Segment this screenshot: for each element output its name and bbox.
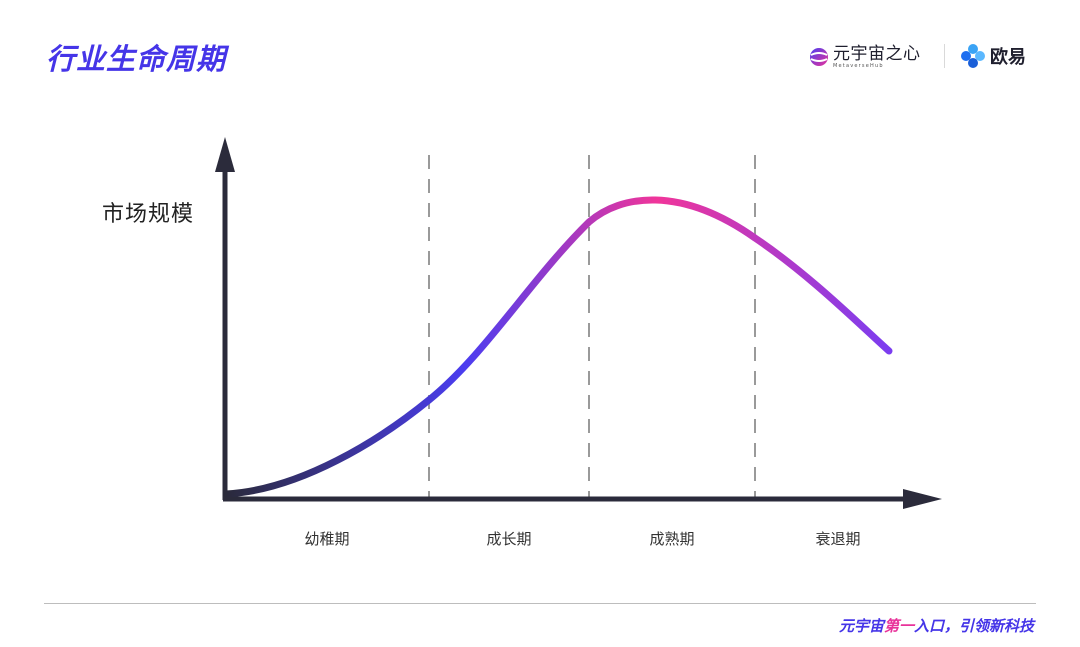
life-cycle-curve <box>222 196 893 498</box>
okx-name: 欧易 <box>990 47 1026 68</box>
stage-label-infancy: 幼稚期 <box>304 530 350 548</box>
metaverse-hub-name: 元宇宙之心 <box>833 43 921 64</box>
footer-divider <box>44 603 1036 604</box>
footer-slogan: 元宇宙第一入口，引领新科技 <box>839 615 1034 636</box>
metaverse-hub-logo: 元宇宙之心 MetaverseHub <box>808 42 921 72</box>
slogan-suffix: 入口，引领新科技 <box>913 617 1034 635</box>
metaverse-hub-name-en: MetaverseHub <box>833 62 884 69</box>
page-title: 行业生命周期 <box>46 42 227 76</box>
x-axis-arrow <box>903 489 942 509</box>
y-axis-arrow <box>215 137 235 172</box>
stage-label-growth: 成长期 <box>486 530 532 548</box>
stage-label-decline: 衰退期 <box>815 530 861 548</box>
slogan-prefix: 元宇宙 <box>838 617 884 635</box>
okx-logo: 欧易 <box>960 42 1026 70</box>
slogan-highlight: 第一 <box>883 617 914 635</box>
okx-logo-icon <box>961 44 985 68</box>
y-axis-label: 市场规模 <box>102 202 195 227</box>
stage-label-maturity: 成熟期 <box>649 530 695 548</box>
brand-divider <box>944 44 945 68</box>
metaverse-hub-logo-icon <box>810 48 828 66</box>
